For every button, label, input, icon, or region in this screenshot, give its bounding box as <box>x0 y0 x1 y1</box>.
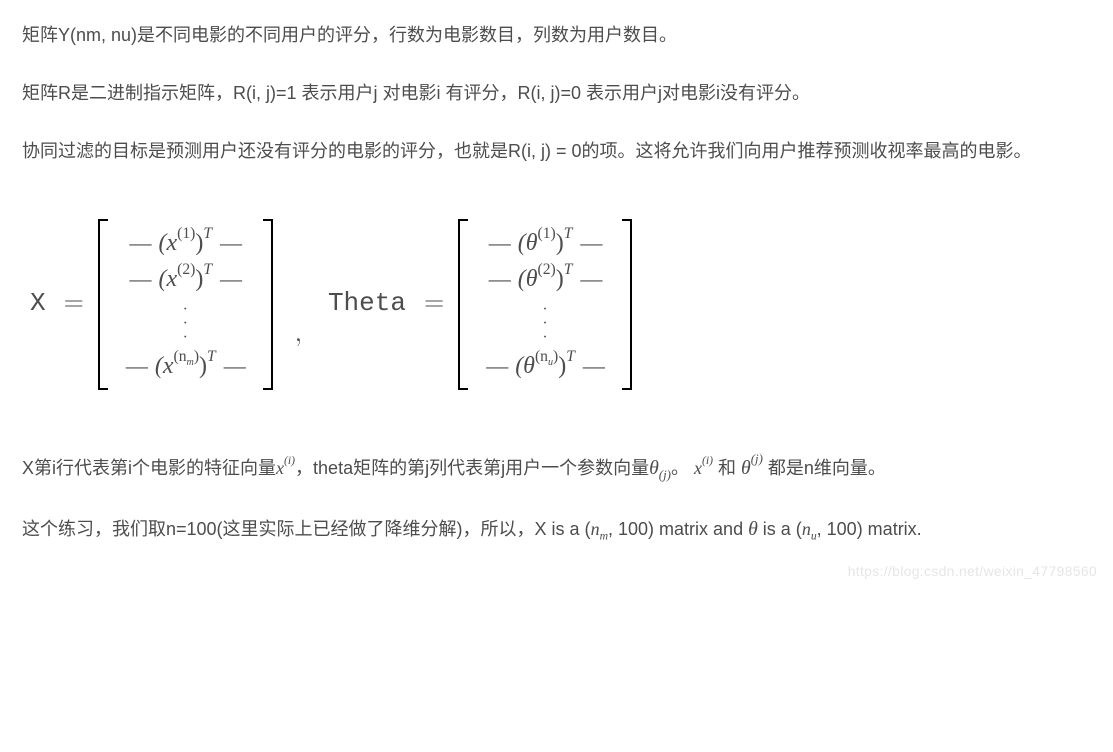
inline-math: θ(j) <box>649 457 671 479</box>
paragraph-4: X第i行代表第i个电影的特征向量x(i)，theta矩阵的第j列代表第j用户一个… <box>22 450 1091 488</box>
vdots-icon: ··· <box>543 297 548 348</box>
matrix-row: — (x(1))T — <box>130 225 242 261</box>
bracket-left-icon <box>454 219 468 390</box>
matrix-row: — (x(2))T — <box>130 261 242 297</box>
bracket-right-icon <box>622 219 636 390</box>
equals-sign: = <box>424 279 444 328</box>
matrix-x: — (x(1))T — — (x(2))T — ··· — <box>94 219 277 390</box>
matrix-row: — (θ(nu))T — <box>486 348 604 384</box>
inline-math: x(i) <box>276 458 295 478</box>
matrix-row: — (θ(2))T — <box>489 261 602 297</box>
bracket-left-icon <box>94 219 108 390</box>
formula-lhs-x: X <box>30 279 46 328</box>
formula-lhs-theta: Theta <box>328 279 406 328</box>
inline-math: x(i) <box>694 458 713 478</box>
matrix-row: — (θ(1))T — <box>489 225 602 261</box>
inline-math: nm <box>591 519 608 539</box>
paragraph-2: 矩阵R是二进制指示矩阵，R(i, j)=1 表示用户j 对电影i 有评分，R(i… <box>22 76 1091 110</box>
matrix-row: — (x(nm))T — <box>126 348 245 384</box>
inline-math: θ <box>748 518 758 540</box>
inline-math: nu <box>802 519 817 539</box>
equals-sign: = <box>64 279 84 328</box>
formula-block: X = — (x(1))T — — (x(2))T — <box>22 219 1091 390</box>
vdots-icon: ··· <box>183 297 188 348</box>
paragraph-3: 协同过滤的目标是预测用户还没有评分的电影的评分，也就是R(i, j) = 0的项… <box>22 134 1091 168</box>
bracket-right-icon <box>263 219 277 390</box>
watermark: https://blog.csdn.net/weixin_47798560 <box>848 558 1097 585</box>
paragraph-1: 矩阵Y(nm, nu)是不同电影的不同用户的评分，行数为电影数目，列数为用户数目… <box>22 18 1091 52</box>
paragraph-5: 这个练习，我们取n=100(这里实际上已经做了降维分解)，所以，X is a (… <box>22 511 1091 549</box>
matrix-theta: — (θ(1))T — — (θ(2))T — ··· — <box>454 219 636 390</box>
inline-math: θ(j) <box>741 457 763 479</box>
comma: , <box>295 310 302 389</box>
